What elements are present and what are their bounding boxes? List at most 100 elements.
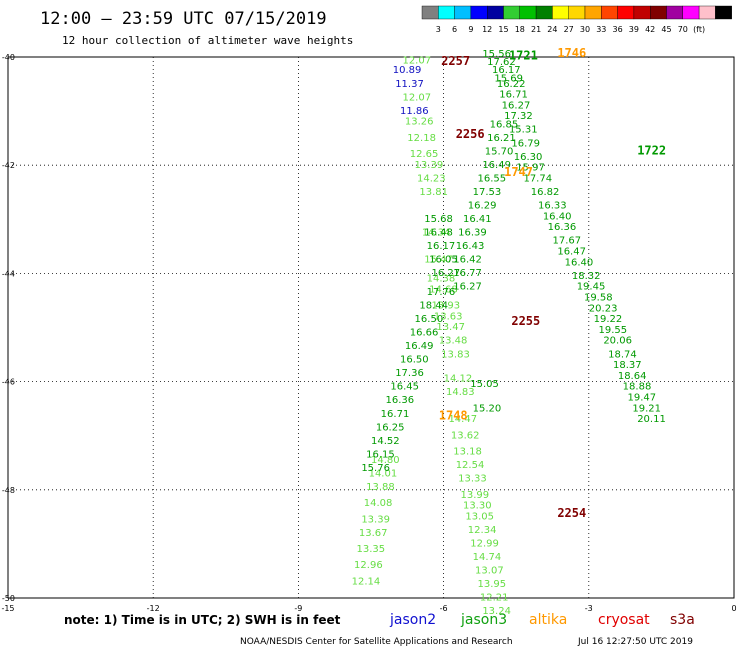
data-points: 12.0712.0713.2612.1812.6513.3914.2313.81… <box>352 49 666 617</box>
wave-height-value: 16.22 <box>497 79 526 90</box>
wave-height-value: 19.58 <box>584 292 613 303</box>
x-tick-label: -3 <box>585 604 593 613</box>
wave-height-value: 13.24 <box>482 606 511 617</box>
wave-height-value: 16.27 <box>432 268 461 279</box>
colorbar-label: 70 <box>678 25 688 34</box>
wave-height-value: 12.96 <box>354 560 383 571</box>
wave-height-value: 20.23 <box>589 303 618 314</box>
pass-time-label: 1721 <box>509 49 538 63</box>
colorbar-swatch <box>535 5 553 20</box>
colorbar-swatch <box>421 5 439 20</box>
satellite-legend-s3a: s3a <box>670 612 695 628</box>
wave-height-value: 15.31 <box>509 125 538 136</box>
x-tick-label: 0 <box>731 604 736 613</box>
grid-lines <box>8 57 734 598</box>
wave-height-value: 13.33 <box>458 474 487 485</box>
wave-height-value: 20.06 <box>603 336 632 347</box>
wave-height-value: 16.50 <box>415 314 444 325</box>
colorbar-label: 3 <box>436 25 441 34</box>
wave-height-value: 15.69 <box>494 73 523 84</box>
colorbar-swatch <box>633 5 651 20</box>
wave-height-value: 14.38 <box>427 274 456 285</box>
colorbar-swatch <box>503 5 520 20</box>
chart-title: 12:00 — 23:59 UTC 07/15/2019 <box>40 9 327 29</box>
wave-height-value: 16.71 <box>381 409 410 420</box>
wave-height-value: 16.39 <box>458 228 487 239</box>
wave-height-value: 15.76 <box>361 463 390 474</box>
y-tick-label: -40 <box>2 53 15 62</box>
wave-height-value: 15.56 <box>482 49 511 60</box>
colorbar-swatch <box>698 5 716 20</box>
wave-height-value: 12.65 <box>410 149 439 160</box>
x-tick-label: -12 <box>147 604 160 613</box>
pass-time-label: 1722 <box>637 143 666 157</box>
wave-height-value: 13.35 <box>356 544 385 555</box>
wave-height-value: 15.97 <box>516 163 545 174</box>
colorbar-swatch <box>666 5 683 20</box>
wave-height-value: 16.50 <box>400 355 429 366</box>
wave-height-value: 14.74 <box>473 552 502 563</box>
colorbar-label: 15 <box>498 25 508 34</box>
wave-height-value: 16.29 <box>468 200 497 211</box>
wave-height-value: 16.48 <box>424 228 453 239</box>
wave-height-value: 16.42 <box>453 255 482 266</box>
wave-height-value: 14.52 <box>371 436 400 447</box>
wave-height-value: 12.07 <box>402 92 431 103</box>
wave-height-value: 11.37 <box>395 79 424 90</box>
wave-height-value: 17.67 <box>553 236 582 247</box>
wave-height-value: 12.14 <box>352 576 381 587</box>
colorbar-swatch <box>568 5 586 20</box>
wave-height-value: 16.82 <box>531 187 560 198</box>
y-axis-ticks: -40 -42 -44 -46 -48 -50 <box>2 53 15 603</box>
satellite-legend-jason2: jason2 <box>389 612 436 628</box>
wave-height-value: 12.99 <box>470 539 499 550</box>
wave-height-value: 13.26 <box>405 117 434 128</box>
wave-height-value: 17.74 <box>523 173 552 184</box>
wave-height-value: 16.55 <box>477 173 506 184</box>
colorbar-swatch <box>470 5 488 20</box>
colorbar-swatch <box>584 5 602 20</box>
wave-height-value: 13.81 <box>419 187 448 198</box>
wave-height-value: 18.37 <box>613 360 642 371</box>
wave-height-value: 13.05 <box>465 512 494 523</box>
wave-height-value: 16.66 <box>410 328 439 339</box>
wave-height-value: 17.36 <box>395 368 424 379</box>
wave-height-value: 13.62 <box>451 430 480 441</box>
wave-height-value: 13.88 <box>366 482 395 493</box>
wave-height-value: 15.20 <box>473 403 502 414</box>
wave-height-value: 13.48 <box>439 336 468 347</box>
colorbar-swatch <box>715 5 732 20</box>
x-tick-label: -6 <box>440 604 448 613</box>
wave-height-value: 16.21 <box>487 133 516 144</box>
wave-height-value: 11.86 <box>400 106 429 117</box>
pass-time-label: 2254 <box>557 506 586 520</box>
colorbar-label: (ft) <box>693 25 705 34</box>
y-tick-label: -46 <box>2 378 15 387</box>
wave-height-value: 16.30 <box>514 152 543 163</box>
wave-height-value: 13.39 <box>361 514 390 525</box>
wave-height-value: 18.32 <box>572 271 601 282</box>
wave-height-value: 14.12 <box>444 374 473 385</box>
wave-height-value: 12.54 <box>456 460 485 471</box>
wave-height-value: 14.83 <box>446 387 475 398</box>
wave-height-value: 16.40 <box>565 257 594 268</box>
wave-height-value: 16.43 <box>456 241 485 252</box>
wave-height-value: 12.34 <box>468 525 497 536</box>
wave-height-value: 19.47 <box>628 393 657 404</box>
wave-height-value: 13.39 <box>415 160 444 171</box>
wave-height-value: 14.47 <box>448 414 477 425</box>
wave-height-value: 13.18 <box>453 447 482 458</box>
wave-height-value: 12.18 <box>407 133 436 144</box>
y-tick-label: -50 <box>2 594 15 603</box>
wave-height-value: 10.89 <box>393 65 422 76</box>
x-tick-label: -15 <box>1 604 14 613</box>
wave-height-value: 15.47 <box>424 255 453 266</box>
footer-timestamp: Jul 16 12:27:50 UTC 2019 <box>577 637 693 647</box>
colorbar-label: 6 <box>452 25 457 34</box>
footer-note: note: 1) Time is in UTC; 2) SWH is in fe… <box>64 613 341 627</box>
y-tick-label: -48 <box>2 486 15 495</box>
colorbar-label: 9 <box>468 25 473 34</box>
colorbar-swatch <box>454 5 472 20</box>
wave-height-value: 13.63 <box>434 311 463 322</box>
y-tick-label: -44 <box>2 269 15 278</box>
